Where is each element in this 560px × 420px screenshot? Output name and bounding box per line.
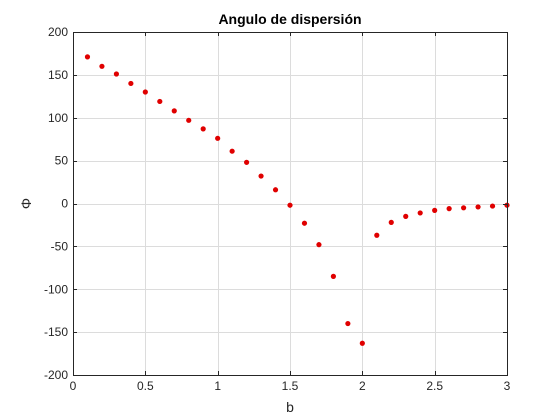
data-point xyxy=(128,80,134,87)
data-point xyxy=(301,220,308,226)
y-axis-label: Φ xyxy=(18,198,34,209)
x-tick-label: 2.5 xyxy=(426,379,443,393)
data-point xyxy=(186,117,192,123)
data-point xyxy=(432,207,438,213)
data-point xyxy=(157,98,163,105)
data-point xyxy=(446,206,452,212)
data-point xyxy=(244,159,250,165)
data-point xyxy=(287,202,293,208)
data-point xyxy=(142,89,148,95)
chart-title: Angulo de dispersión xyxy=(218,11,361,27)
data-point xyxy=(345,320,351,327)
y-tick-label: -100 xyxy=(44,282,68,296)
y-tick-label: 150 xyxy=(48,68,68,82)
data-point xyxy=(461,205,467,211)
data-point xyxy=(84,54,91,60)
y-tick-label: -200 xyxy=(44,368,68,382)
data-point xyxy=(374,232,380,238)
x-tick-label: 0 xyxy=(70,379,77,393)
data-point xyxy=(171,108,177,114)
data-point xyxy=(359,340,365,346)
x-tick-label: 3 xyxy=(504,379,511,393)
data-point xyxy=(272,187,279,193)
data-point xyxy=(330,273,336,279)
data-point xyxy=(113,71,119,77)
data-point xyxy=(258,173,264,179)
x-tick-label: 1.5 xyxy=(282,379,299,393)
axes-frame xyxy=(73,32,508,376)
x-axis-label: b xyxy=(286,399,294,415)
data-point xyxy=(489,203,496,209)
y-tick-label: 0 xyxy=(61,197,68,211)
y-tick-label: -50 xyxy=(51,239,69,253)
data-point xyxy=(403,213,409,219)
data-point xyxy=(99,63,105,69)
data-points xyxy=(84,54,510,346)
x-tick-label: 2 xyxy=(359,379,366,393)
y-tick-label: 200 xyxy=(48,25,68,39)
y-tick-label: -150 xyxy=(44,325,68,339)
x-tick-label: 0.5 xyxy=(137,379,154,393)
data-point xyxy=(316,242,322,248)
x-tick-label: 1 xyxy=(214,379,221,393)
y-tick-label: 100 xyxy=(48,111,68,125)
data-point xyxy=(417,210,423,216)
data-point xyxy=(229,148,235,154)
data-point xyxy=(475,204,481,210)
data-point xyxy=(388,219,394,225)
data-point xyxy=(200,126,206,132)
y-tick-label: 50 xyxy=(55,154,69,168)
data-point xyxy=(215,135,221,141)
